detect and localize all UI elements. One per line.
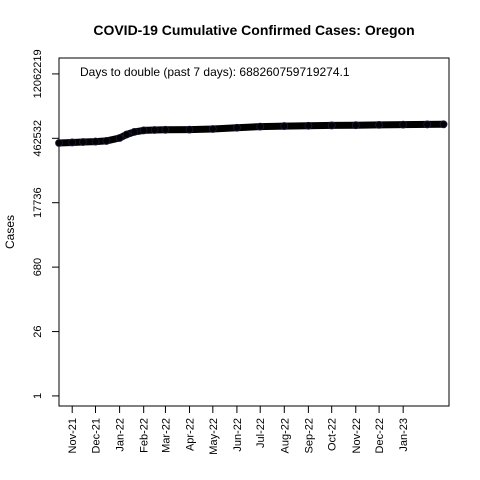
data-point [102, 137, 111, 145]
y-tick-label: 1 [32, 393, 44, 399]
y-tick-label: 680 [32, 258, 44, 276]
data-point [130, 127, 139, 136]
y-tick-label: 12062219 [32, 49, 44, 98]
x-tick-label: Jan-23 [398, 418, 410, 452]
data-point [304, 121, 313, 130]
x-tick-label: Feb-22 [139, 418, 151, 453]
data-point [122, 130, 131, 139]
x-tick-label: Nov-21 [67, 418, 79, 453]
data-point [399, 120, 408, 129]
x-axis: Nov-21 Dec-21 Jan-22 Feb-22 Mar-22 Apr-22 May-… [67, 405, 410, 455]
data-point [233, 123, 241, 132]
data-point [115, 134, 124, 142]
series-layer [55, 120, 448, 147]
data-point [280, 122, 289, 130]
x-tick-label: Jul-22 [255, 418, 267, 448]
data-point [327, 121, 336, 130]
y-axis-label: Cases [3, 215, 17, 249]
y-tick-label: 26 [32, 325, 44, 337]
x-tick-label: Dec-21 [91, 418, 103, 453]
data-point [208, 125, 217, 133]
y-tick-label: 17736 [32, 187, 44, 218]
x-tick-label: Dec-22 [374, 418, 386, 453]
data-point [55, 139, 63, 147]
x-tick-label: Apr-22 [185, 418, 197, 451]
chart-title: COVID-19 Cumulative Confirmed Cases: Ore… [93, 22, 414, 38]
data-point [375, 121, 383, 129]
doubling-annotation: Days to double (past 7 days): 6882607597… [80, 65, 350, 79]
data-point [91, 137, 100, 146]
x-tick-label: Jun-22 [232, 418, 244, 452]
data-point [161, 125, 170, 134]
data-point [256, 122, 265, 131]
y-axis: 1 26 680 17736 462532 12062219 [32, 49, 60, 399]
data-point [150, 126, 159, 134]
x-tick-label: Oct-22 [327, 418, 339, 451]
data-point [423, 120, 432, 129]
data-point [185, 125, 194, 134]
data-point [139, 126, 148, 135]
x-tick-label: Mar-22 [160, 418, 172, 453]
data-point [351, 121, 360, 130]
x-tick-label: Sep-22 [303, 418, 315, 453]
y-tick-label: 462532 [32, 120, 44, 157]
x-tick-label: Aug-22 [279, 418, 291, 453]
x-tick-label: May-22 [208, 418, 220, 455]
data-point [68, 138, 77, 147]
x-tick-label: Nov-22 [351, 418, 363, 453]
plot-frame [58, 57, 450, 407]
x-tick-label: Jan-22 [115, 418, 127, 452]
data-point [79, 138, 87, 146]
data-point [439, 120, 448, 129]
